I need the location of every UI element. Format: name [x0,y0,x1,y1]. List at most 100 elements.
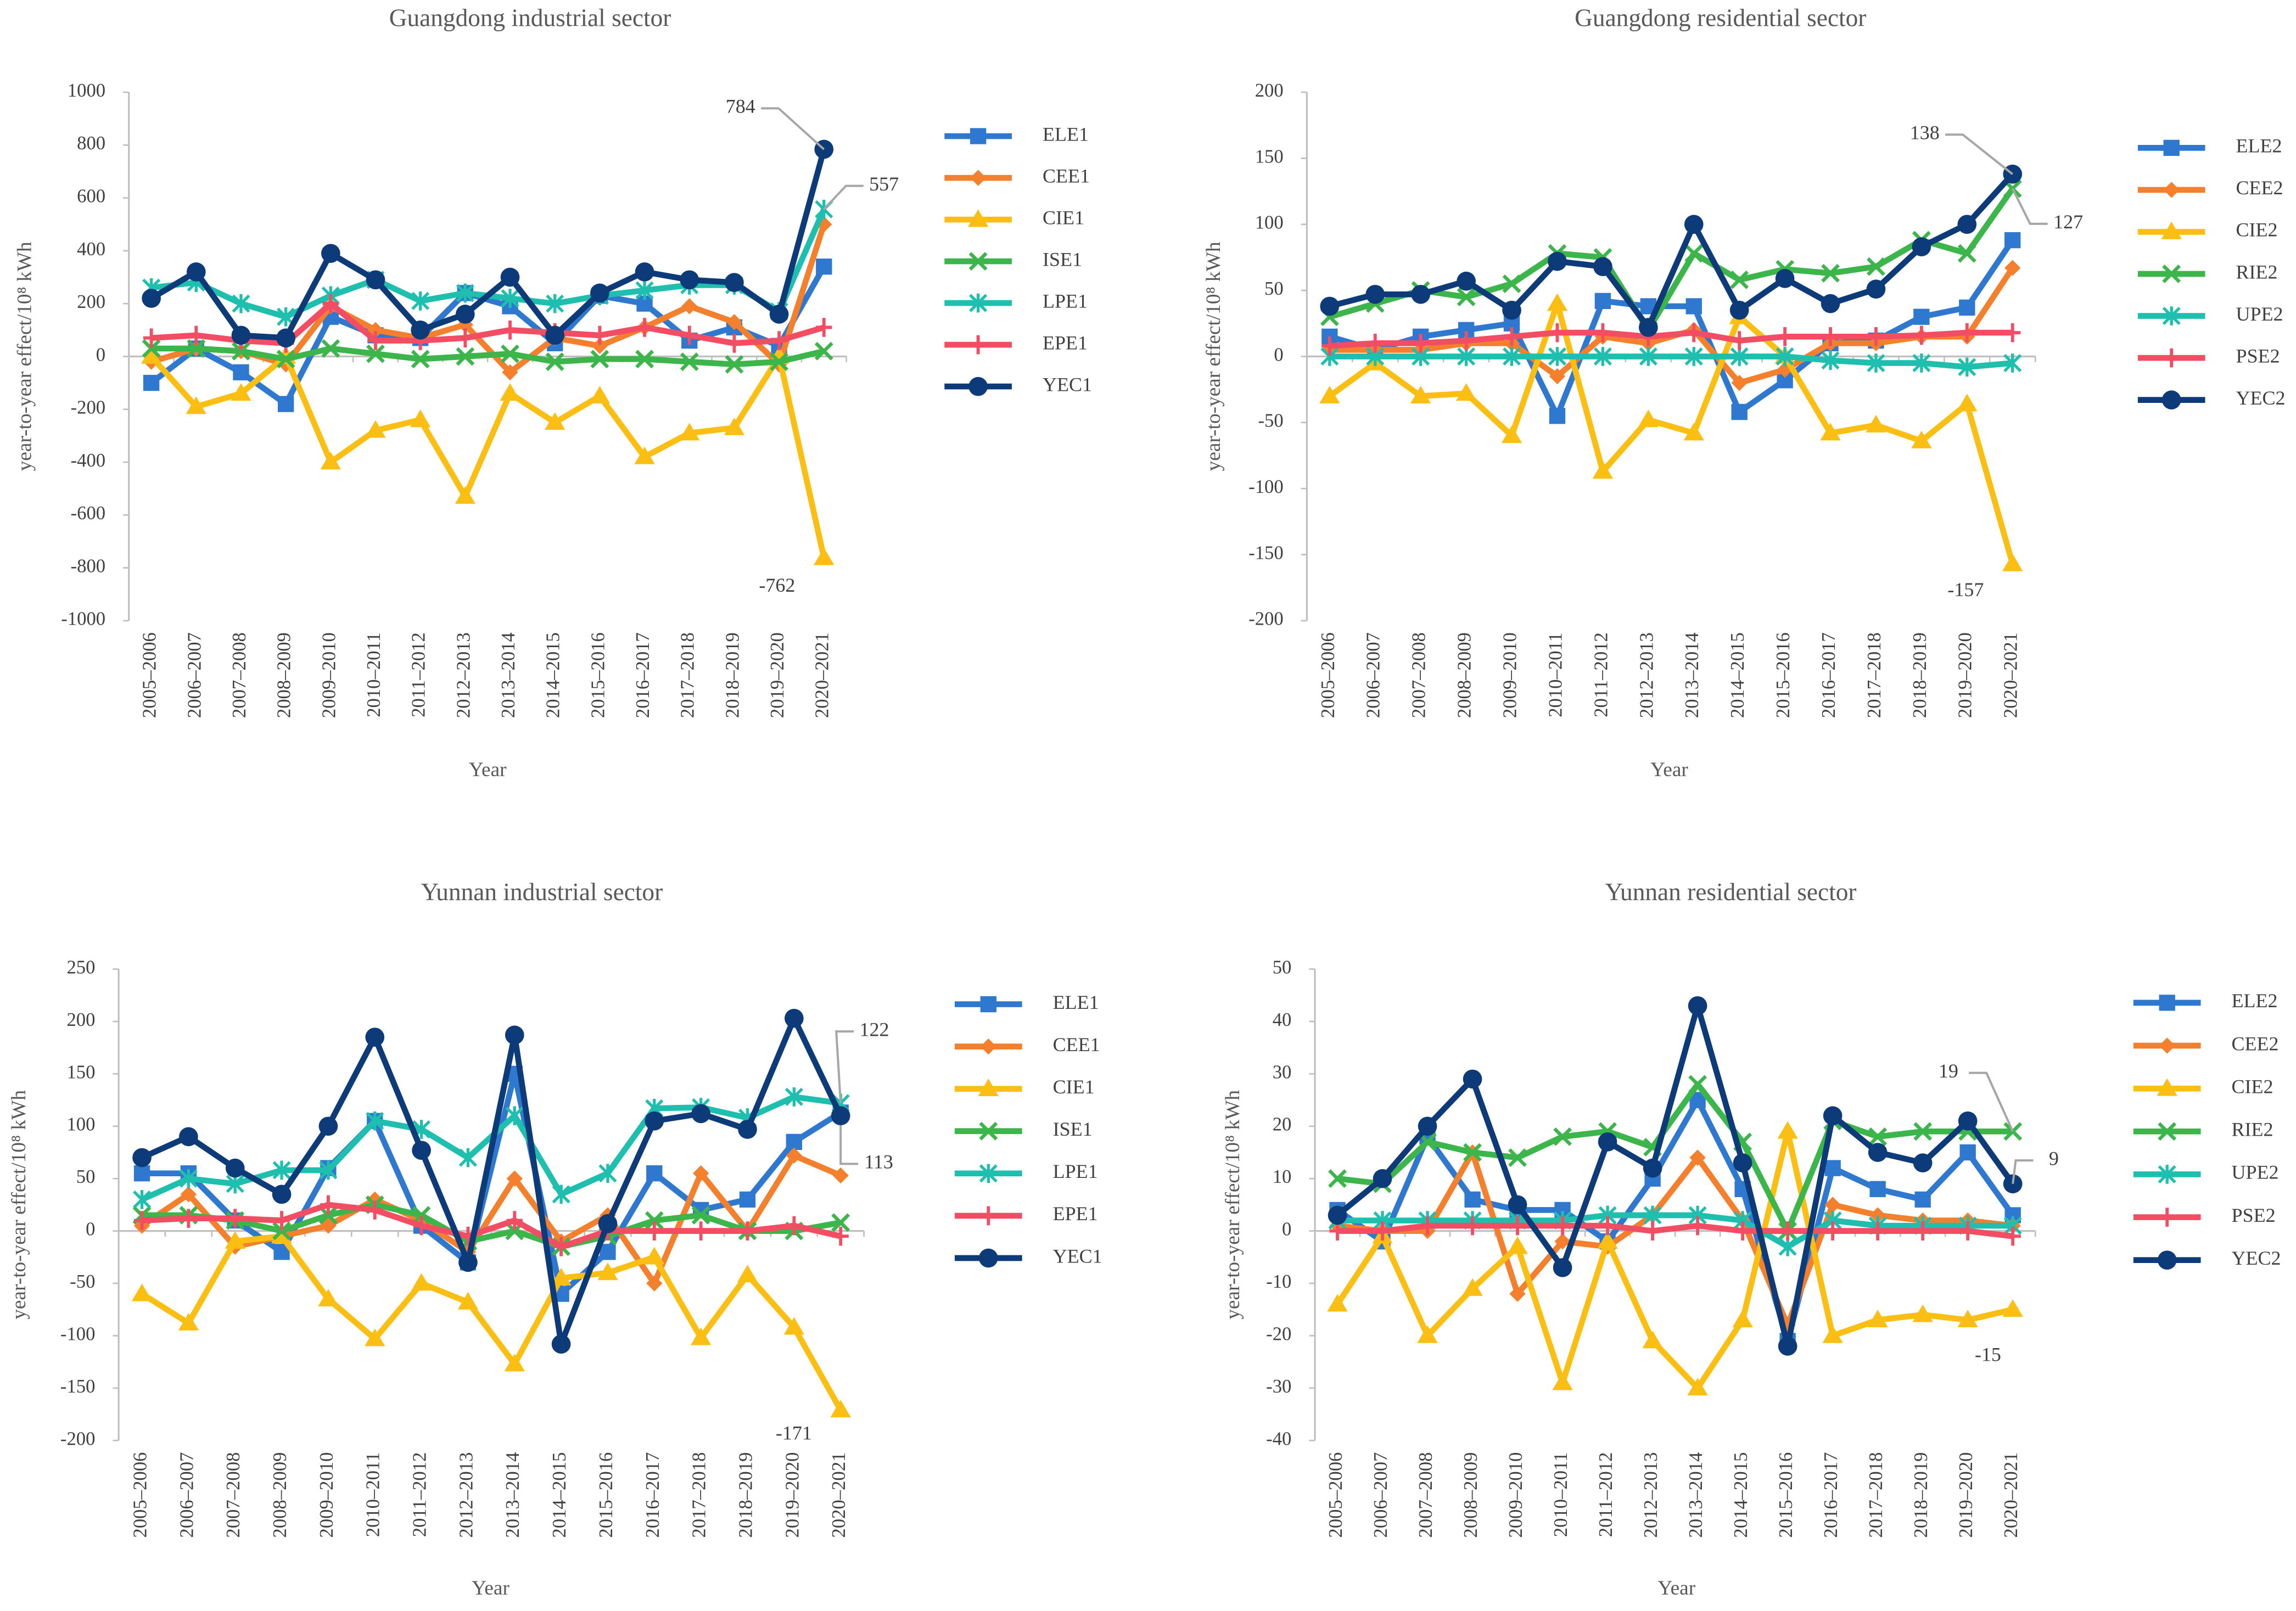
data-point [411,350,430,369]
legend-label: LPE1 [1043,290,1088,312]
data-point [2004,260,2021,276]
data-point [1868,1127,1888,1146]
y-tick-label: 600 [77,186,105,207]
series-line [1337,1149,2013,1328]
data-point [1598,1132,1617,1152]
data-point [455,486,476,504]
x-tick-label: 2016–2017 [1821,1452,1841,1538]
x-tick-label: 2014–2015 [549,1452,570,1538]
data-point [1597,1231,1618,1249]
data-point [1509,1216,1526,1236]
data-point [500,267,520,287]
data-point [831,1106,850,1126]
data-point [1957,215,1977,234]
data-point [1594,293,1611,309]
data-point [456,347,475,366]
data-point [1501,425,1522,444]
series-line [142,1202,842,1250]
data-point [132,1190,152,1209]
data-point [1457,271,1476,291]
x-tick-label: 2016–2017 [642,1452,663,1538]
series-line [1337,1222,2013,1239]
series-line [1329,172,2015,330]
data-point [505,1025,524,1045]
data-point [412,1141,431,1160]
x-tick-label: 2016–2017 [1818,632,1839,718]
data-point [277,396,294,412]
data-point [1464,1216,1481,1236]
data-point [1824,1221,1841,1240]
leader-line [761,107,825,150]
data-point [1775,269,1795,288]
legend-marker [978,1079,999,1097]
y-tick-label: -400 [71,450,106,471]
data-point [1553,1127,1572,1146]
data-point [133,1165,150,1182]
data-point [786,1216,803,1236]
y-tick-label: 20 [1273,1114,1292,1135]
data-point [410,409,431,428]
data-point [271,1226,292,1244]
data-point [1913,308,1930,325]
data-point [186,262,206,282]
x-tick-label: 2011–2012 [1591,632,1611,717]
legend-label: YEC1 [1053,1245,1102,1267]
x-tick-label: 2009–2010 [1505,1452,1526,1538]
legend-label: YEC2 [2236,387,2286,409]
legend-marker [980,1038,996,1055]
data-point [646,1221,663,1240]
data-point [505,1106,524,1126]
legend-label: ISE1 [1053,1118,1093,1140]
data-point [1866,414,1886,433]
data-point [186,396,206,414]
data-point [1319,385,1340,403]
data-point [739,1191,756,1208]
data-point [1365,284,1385,304]
data-point [1328,1169,1347,1188]
y-tick-label: 150 [1255,146,1284,167]
data-point [142,339,161,358]
data-point [318,1116,338,1136]
data-point [1822,327,1839,346]
x-tick-label: 2015–2016 [1773,632,1794,718]
data-point [1688,1075,1707,1094]
x-tick-label: 2007–2008 [223,1452,244,1538]
x-tick-label: 2017–2018 [1866,1452,1886,1538]
data-point [502,364,518,380]
data-point [1731,331,1748,350]
legend-marker [2163,182,2180,198]
x-tick-label: 2010–2011 [363,1452,384,1537]
data-point [1866,279,1886,299]
data-point [1373,1169,1392,1188]
x-tick-label: 2014–2015 [1727,632,1748,718]
data-point [597,1262,618,1281]
data-point [178,1312,199,1331]
legend-label: PSE2 [2232,1204,2276,1226]
leader-line [1945,133,2013,175]
data-point [1554,1216,1571,1236]
data-point [225,1231,245,1249]
x-tick-label: 2008–2009 [274,632,295,718]
data-point [545,352,564,371]
series-line [141,1015,843,1348]
data-point [500,383,520,401]
legend-label: ISE1 [1043,248,1082,270]
data-point [1959,1221,1976,1240]
data-point [1327,1294,1348,1312]
legend-label: CIE1 [1043,206,1084,228]
legend-label: ELE2 [2232,990,2278,1012]
data-point [1639,347,1657,366]
data-point [318,1289,339,1307]
data-point [233,364,249,380]
data-point [2004,232,2021,249]
data-point [457,328,474,348]
series-line [1337,1212,2013,1250]
x-tick-label: 2006–2007 [1363,632,1384,718]
data-point [131,1283,153,1301]
leader-line [839,1112,859,1165]
legend-marker [967,209,989,227]
data-point [321,339,340,358]
legend-label: UPE2 [2232,1161,2279,1183]
data-point [411,1273,432,1291]
